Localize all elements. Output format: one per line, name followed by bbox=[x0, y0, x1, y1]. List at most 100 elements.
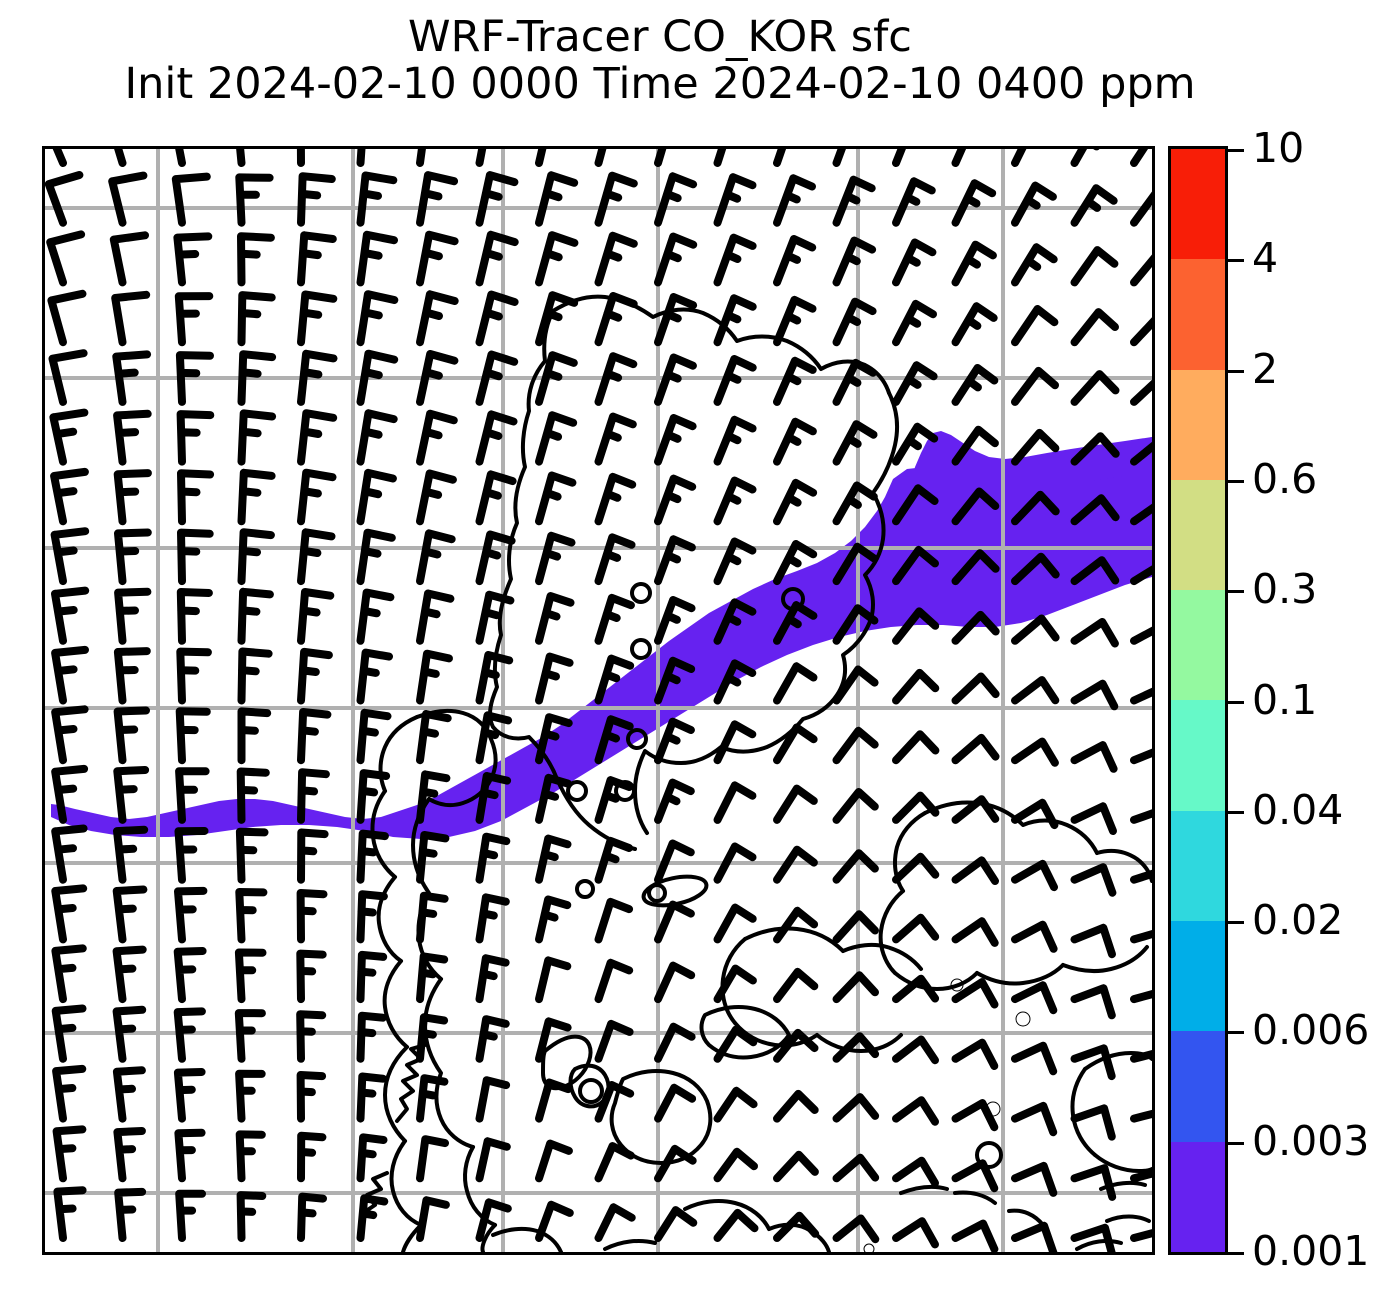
colorbar-tick-mark bbox=[1228, 1141, 1244, 1145]
wind-barb bbox=[892, 1096, 939, 1126]
wind-barb bbox=[1130, 809, 1152, 824]
wind-barb bbox=[594, 1019, 634, 1063]
map-svg bbox=[45, 149, 1152, 1252]
wind-barb bbox=[832, 971, 879, 1004]
wind-barb bbox=[713, 903, 757, 944]
wind-barb bbox=[176, 410, 215, 466]
wind-barb bbox=[713, 781, 757, 824]
wind-barb bbox=[594, 776, 634, 824]
colorbar-tick-mark bbox=[1228, 921, 1244, 925]
wind-barb bbox=[51, 705, 89, 765]
wind-barb bbox=[297, 828, 329, 884]
wind-barb bbox=[773, 149, 787, 167]
wind-barb bbox=[113, 825, 149, 884]
wind-barb bbox=[1130, 503, 1152, 526]
map-plot-axes[interactable] bbox=[42, 146, 1155, 1255]
wind-barb bbox=[1130, 149, 1149, 167]
wind-barb bbox=[356, 230, 398, 287]
wind-barb bbox=[594, 472, 637, 526]
wind-barb bbox=[654, 474, 697, 526]
wind-barb bbox=[47, 289, 87, 347]
wind-barb bbox=[114, 149, 127, 167]
wind-barb bbox=[237, 350, 277, 406]
wind-barb bbox=[1070, 984, 1116, 1020]
wind-barb bbox=[356, 1133, 388, 1183]
wind-barb bbox=[1130, 990, 1152, 1004]
wind-barb bbox=[1070, 1044, 1116, 1081]
wind-barb bbox=[832, 149, 846, 167]
wind-barb bbox=[654, 232, 698, 287]
wind-barb bbox=[713, 1025, 758, 1063]
wind-barb bbox=[892, 1217, 939, 1249]
wind-barb bbox=[1130, 1049, 1152, 1063]
wind-barb bbox=[475, 711, 513, 765]
wind-barb bbox=[832, 236, 877, 287]
wind-barb bbox=[177, 469, 215, 526]
wind-barb bbox=[832, 849, 879, 884]
wind-barb bbox=[832, 1032, 880, 1063]
wind-barb bbox=[175, 351, 214, 406]
wind-barb bbox=[773, 845, 818, 884]
wind-barb bbox=[594, 836, 634, 884]
wind-barb bbox=[832, 420, 878, 466]
wind-barb bbox=[535, 351, 578, 406]
wind-barb bbox=[773, 295, 817, 347]
colorbar-tick-mark bbox=[1228, 149, 1244, 152]
wind-barb bbox=[1011, 859, 1058, 892]
wind-barb bbox=[951, 149, 967, 167]
wind-barb bbox=[773, 356, 817, 406]
wind-barb bbox=[773, 1150, 819, 1183]
wind-barb bbox=[234, 1009, 266, 1063]
wind-barb bbox=[416, 710, 452, 765]
wind-barb bbox=[112, 1005, 147, 1063]
wind-barb bbox=[832, 542, 879, 586]
wind-barb bbox=[654, 535, 696, 586]
wind-barb bbox=[713, 149, 727, 167]
wind-barb bbox=[297, 768, 330, 824]
colorbar-tick-mark bbox=[1228, 369, 1244, 373]
wind-barb bbox=[475, 149, 487, 167]
wind-barb bbox=[356, 1072, 387, 1123]
wind-barb bbox=[892, 668, 940, 705]
wind-barb bbox=[951, 856, 999, 885]
colorbar[interactable] bbox=[1168, 146, 1228, 1255]
wind-barb bbox=[892, 791, 940, 824]
wind-barb bbox=[113, 1127, 146, 1183]
wind-barb bbox=[51, 884, 88, 944]
figure-title: WRF-Tracer CO_KOR sfc Init 2024-02-10 00… bbox=[0, 13, 1320, 109]
wind-barb bbox=[1130, 254, 1152, 287]
wind-barb bbox=[113, 409, 152, 466]
wind-barb bbox=[713, 720, 757, 765]
wind-barb bbox=[773, 540, 818, 586]
wind-barb bbox=[892, 1035, 939, 1065]
wind-barb bbox=[236, 767, 270, 824]
colorbar-band bbox=[1171, 1141, 1225, 1252]
wind-barb bbox=[1130, 1229, 1152, 1242]
wind-barb bbox=[51, 645, 89, 705]
wind-barb bbox=[654, 596, 696, 645]
wind-barb bbox=[594, 654, 635, 705]
wind-barb bbox=[713, 355, 757, 406]
wind-barb bbox=[475, 1198, 512, 1242]
wind-barb bbox=[951, 672, 1000, 705]
wind-barb bbox=[475, 893, 510, 944]
wind-barb bbox=[475, 651, 514, 705]
wind-barb bbox=[1070, 1164, 1117, 1201]
wind-barb bbox=[594, 593, 635, 645]
wind-barb bbox=[654, 172, 698, 227]
wind-barb bbox=[832, 726, 879, 765]
wind-barb bbox=[297, 1131, 327, 1183]
colorbar-band bbox=[1171, 479, 1225, 591]
wind-barb bbox=[50, 527, 90, 586]
wind-barb bbox=[237, 409, 277, 466]
wind-barb bbox=[654, 778, 695, 824]
wind-barb bbox=[416, 171, 459, 227]
wind-barb bbox=[535, 471, 577, 526]
wind-barb bbox=[535, 171, 579, 227]
wind-barb bbox=[1070, 432, 1120, 466]
wind-barb bbox=[297, 409, 338, 466]
wind-barb bbox=[112, 945, 147, 1004]
wind-barb bbox=[654, 414, 697, 466]
wind-barb bbox=[892, 484, 939, 526]
